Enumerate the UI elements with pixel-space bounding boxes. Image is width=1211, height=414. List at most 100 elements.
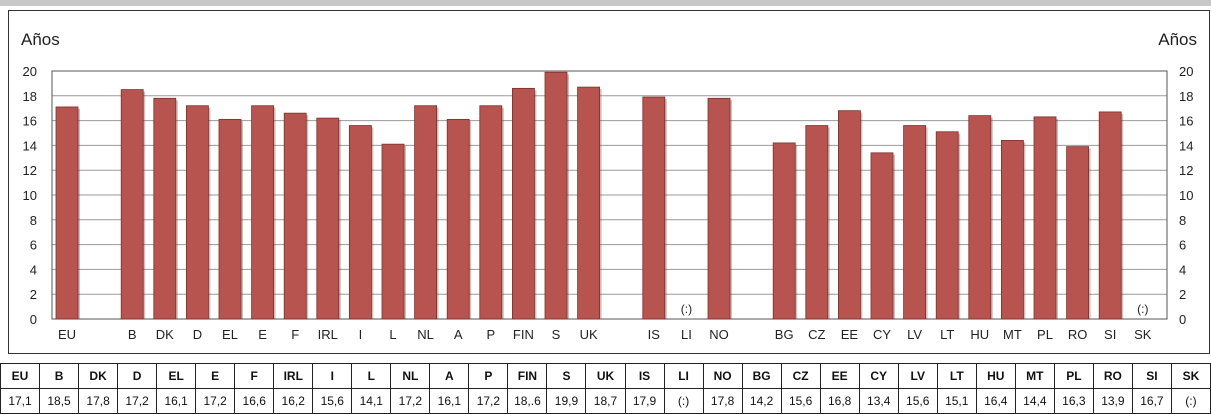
table-value-cell: 15,6 <box>897 388 938 414</box>
table-value-cell: 14,1 <box>351 388 392 414</box>
bar-lv <box>903 125 926 320</box>
table-value-cell: 17,8 <box>702 388 743 414</box>
x-tick-label: E <box>258 327 267 342</box>
table-value-cell: 19,9 <box>546 388 587 414</box>
y-tick-label-left: 16 <box>23 114 37 129</box>
table-value-cell: 14,4 <box>1014 388 1055 414</box>
table-header-cell: CY <box>858 363 899 389</box>
table-header-cell: I <box>312 363 353 389</box>
x-tick-label: DK <box>156 327 174 342</box>
table-value-cell: 17,1 <box>0 388 41 414</box>
y-tick-label-left: 6 <box>30 238 37 253</box>
table-header-cell: LI <box>663 363 704 389</box>
x-tick-label: SI <box>1104 327 1116 342</box>
x-tick-label: S <box>552 327 561 342</box>
bar-no <box>707 97 731 320</box>
bar-irl <box>316 117 340 320</box>
table-header-cell: LV <box>897 363 938 389</box>
y-tick-label-right: 4 <box>1179 262 1186 277</box>
x-tick-label: BG <box>775 327 794 342</box>
y-tick-label-right: 18 <box>1179 89 1193 104</box>
table-value-cell: 18,5 <box>39 388 80 414</box>
table-header-cell: IS <box>624 363 665 389</box>
table-header-cell: LT <box>936 363 977 389</box>
chart-frame: 0 0 2 2 4 4 6 6 8 8 10 10 12 12 14 14 16 16 18 18 20 20 Años Añ… <box>8 10 1210 354</box>
x-tick-label: P <box>486 327 495 342</box>
bar-si <box>1098 111 1122 320</box>
bar-ro <box>1066 146 1089 320</box>
bar-i <box>348 125 372 320</box>
table-value-cell: 16,8 <box>819 388 860 414</box>
x-tick-label: F <box>291 327 299 342</box>
bar-cy <box>870 152 894 320</box>
x-tick-label: PL <box>1037 327 1053 342</box>
table-value-cell: 15,6 <box>780 388 821 414</box>
top-border-strip <box>0 0 1211 6</box>
table-header-cell: EU <box>0 363 41 389</box>
table-header-cell: NO <box>702 363 743 389</box>
bar-e <box>251 105 275 320</box>
table-value-cell: 17,8 <box>78 388 119 414</box>
bar-p <box>479 105 503 320</box>
table-value-cell: 17,2 <box>117 388 158 414</box>
table-header-cell: BG <box>741 363 782 389</box>
table-header-cell: IRL <box>273 363 314 389</box>
x-tick-label: LI <box>681 327 692 342</box>
y-tick-label-left: 0 <box>30 312 37 327</box>
table-header-cell: EE <box>819 363 860 389</box>
table-value-cell: 16,4 <box>975 388 1016 414</box>
table-value-cell: 17,9 <box>624 388 665 414</box>
table-header-cell: PL <box>1053 363 1094 389</box>
x-tick-label: I <box>359 327 363 342</box>
table-value-cell: 17,2 <box>390 388 431 414</box>
y-tick-label-right: 20 <box>1179 64 1193 79</box>
table-value-cell: 13,9 <box>1092 388 1133 414</box>
x-tick-label: IRL <box>318 327 338 342</box>
table-value-row: 17,1 18,5 17,8 17,2 16,1 17,2 16,6 16,2 15,6 14,1… <box>0 388 1211 414</box>
bar-el <box>218 118 242 320</box>
table-header-cell: L <box>351 363 392 389</box>
y-tick-label-left: 4 <box>30 262 37 277</box>
x-tick-label: NL <box>417 327 434 342</box>
table-value-cell: 16,1 <box>429 388 470 414</box>
y-tick-label-left: 12 <box>23 163 37 178</box>
table-value-cell: 15,1 <box>936 388 977 414</box>
y-tick-label-right: 14 <box>1179 138 1193 153</box>
table-header-row: EU B DK D EL E F IRL I L NL A P FIN S UK IS LI NO BG CZ EE CY L… <box>0 363 1211 389</box>
bar-ee <box>838 110 861 320</box>
y-tick-label-right: 10 <box>1179 188 1193 203</box>
plot-border <box>51 70 1168 320</box>
bar-bg <box>772 142 796 320</box>
x-tick-label: IS <box>648 327 661 342</box>
x-tick-label: SK <box>1134 327 1152 342</box>
bar-pl <box>1033 116 1057 320</box>
x-tick-label: B <box>128 327 137 342</box>
x-tick-label: CZ <box>808 327 825 342</box>
table-value-cell: 17,2 <box>195 388 236 414</box>
x-tick-label: L <box>389 327 396 342</box>
x-tick-label: MT <box>1003 327 1022 342</box>
bar-s <box>544 71 568 320</box>
bar-fin <box>511 87 535 320</box>
missing-value-label: (:) <box>1137 302 1148 316</box>
bar-lt <box>935 131 959 320</box>
bar-hu <box>968 115 992 320</box>
table-value-cell: 16,2 <box>273 388 314 414</box>
bar-nl <box>414 105 438 320</box>
bar-a <box>446 118 470 320</box>
bar-mt <box>1001 140 1024 320</box>
table-header-cell: FIN <box>507 363 548 389</box>
table-value-cell: (:) <box>663 388 704 414</box>
y-tick-label-right: 0 <box>1179 312 1186 327</box>
table-header-cell: RO <box>1092 363 1133 389</box>
table-header-cell: E <box>195 363 236 389</box>
x-tick-label: D <box>193 327 202 342</box>
y-axis-label-right: Años <box>1158 30 1197 49</box>
y-tick-label-right: 12 <box>1179 163 1193 178</box>
x-tick-label: LT <box>940 327 954 342</box>
table-value-cell: 16,1 <box>156 388 197 414</box>
bar-uk <box>577 86 600 320</box>
x-tick-label: RO <box>1068 327 1088 342</box>
table-header-cell: EL <box>156 363 197 389</box>
table-value-cell: 16,3 <box>1053 388 1094 414</box>
